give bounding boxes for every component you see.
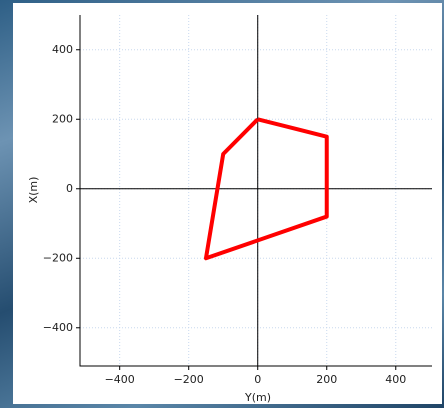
chart: Y(m) X(m) −400 −200 0 200 400 −400 −200 0 200 400 <box>0 0 444 408</box>
x-tick-label: 400 <box>385 373 406 386</box>
y-tick-label: 0 <box>66 182 73 195</box>
axis-frame <box>80 15 432 366</box>
x-tick-label: 200 <box>316 373 337 386</box>
x-tick-label: −200 <box>174 373 204 386</box>
y-tick-label: 400 <box>52 43 73 56</box>
page: Y(m) X(m) −400 −200 0 200 400 −400 −200 0 200 400… <box>0 0 444 408</box>
y-tick-label: −200 <box>43 251 73 264</box>
y-axis-label: X(m) <box>27 177 40 204</box>
x-tick-label: 0 <box>254 373 261 386</box>
x-axis-label: Y(m) <box>244 391 271 404</box>
y-tick-label: 200 <box>52 112 73 125</box>
y-tick-label: −400 <box>43 321 73 334</box>
x-tick-label: −400 <box>105 373 135 386</box>
